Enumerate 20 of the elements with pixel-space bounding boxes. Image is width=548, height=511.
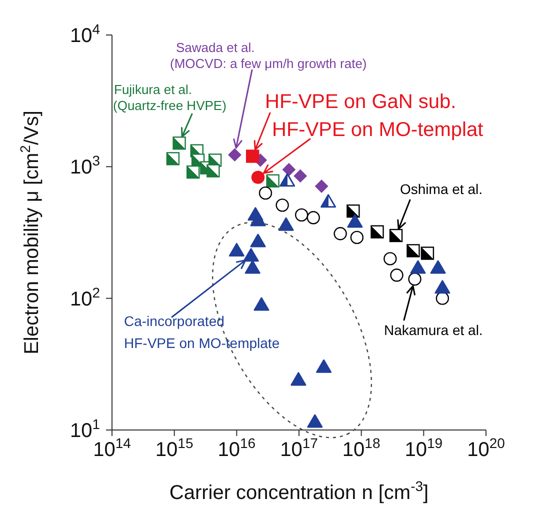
annotation: Ca-incorporated bbox=[124, 313, 224, 329]
x-tick-label: 10$^{19}$ bbox=[404, 435, 443, 461]
x-tick-label: 10$^{15}$ bbox=[155, 435, 194, 461]
y-tick-label: 10$^{4}$ bbox=[70, 21, 100, 47]
annotation: Oshima et al. bbox=[400, 181, 482, 197]
annotation: HF-VPE on GaN sub. bbox=[265, 91, 456, 113]
annotation: Fujikura et al. bbox=[114, 82, 192, 97]
annotation: Sawada et al. bbox=[176, 40, 255, 55]
y-tick-label: 10$^{2}$ bbox=[70, 284, 100, 310]
x-tick-label: 10$^{17}$ bbox=[280, 435, 318, 461]
annotation: HF-VPE on MO-templat bbox=[272, 119, 484, 141]
annotation: (MOCVD: a few μm/h growth rate) bbox=[170, 56, 367, 71]
annotation: (Quartz-free HVPE) bbox=[113, 98, 226, 113]
x-axis-title: Carrier concentration n [cm$^{-3}$] bbox=[169, 478, 429, 504]
x-tick-label: 10$^{18}$ bbox=[342, 435, 380, 461]
x-tick-label: 10$^{16}$ bbox=[218, 435, 256, 461]
annotation: Nakamura et al. bbox=[384, 322, 483, 338]
annotation: HF-VPE on MO-template bbox=[124, 335, 280, 351]
x-tick-label: 10$^{20}$ bbox=[467, 435, 506, 461]
y-tick-label: 10$^{3}$ bbox=[70, 152, 100, 179]
